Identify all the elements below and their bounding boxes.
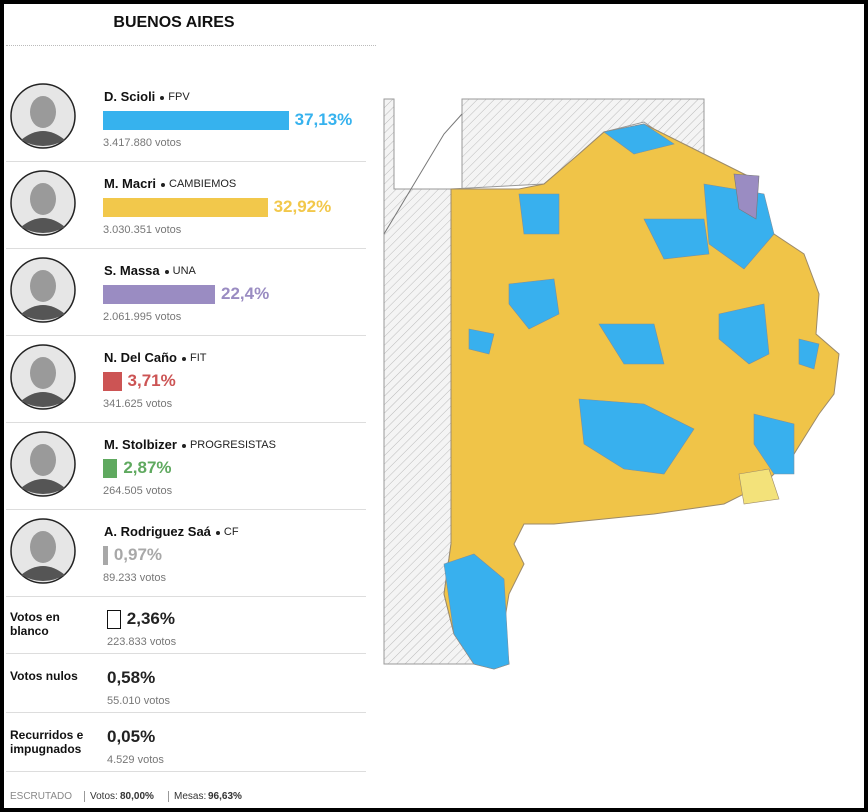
bar bbox=[103, 285, 215, 304]
party: PROGRESISTAS bbox=[189, 439, 276, 451]
party: CAMBIEMOS bbox=[169, 178, 237, 190]
separator-dot bbox=[215, 531, 220, 535]
row-divider bbox=[6, 161, 366, 162]
row-label: Votos en blanco bbox=[10, 610, 60, 638]
percent: 32,92% bbox=[273, 197, 332, 216]
candidate-name: S. Massa bbox=[104, 263, 160, 278]
avatar bbox=[10, 344, 76, 410]
row-divider bbox=[6, 712, 366, 713]
votes: 4.529 votos bbox=[107, 754, 164, 766]
row-divider bbox=[6, 248, 366, 249]
districts-scioli bbox=[443, 123, 820, 670]
candidate-name: M. Macri bbox=[104, 176, 157, 191]
votes: 264.505 votos bbox=[103, 485, 173, 497]
percent: 22,4% bbox=[221, 284, 270, 303]
bar bbox=[103, 459, 118, 478]
separator-dot bbox=[181, 444, 186, 448]
percent: 0,97% bbox=[113, 545, 163, 564]
party: FPV bbox=[168, 91, 190, 103]
row-label: Recurridos e impugnados bbox=[10, 728, 84, 756]
bar bbox=[103, 546, 108, 565]
row-divider bbox=[6, 653, 366, 654]
candidate-name: D. Scioli bbox=[104, 89, 156, 104]
bar bbox=[103, 111, 289, 130]
border bbox=[383, 113, 463, 235]
row-divider bbox=[6, 509, 366, 510]
votes: 3.417.880 votos bbox=[103, 137, 182, 149]
percent: 0,58% bbox=[107, 668, 156, 687]
tables-value: 96,63% bbox=[208, 791, 242, 802]
bar bbox=[107, 610, 121, 629]
votes-label: Votos: bbox=[84, 791, 118, 802]
title: BUENOS AIRES bbox=[113, 14, 235, 31]
percent: 37,13% bbox=[294, 110, 353, 129]
votes: 3.030.351 votos bbox=[103, 224, 182, 236]
avatar bbox=[10, 431, 76, 497]
separator-dot bbox=[161, 183, 166, 187]
bar bbox=[103, 372, 122, 391]
tables-label: Mesas: bbox=[168, 791, 206, 802]
separator-dot bbox=[181, 357, 186, 361]
districts-massa bbox=[733, 173, 760, 220]
percent: 2,36% bbox=[126, 609, 175, 628]
avatar bbox=[10, 518, 76, 584]
votes: 89.233 votos bbox=[103, 572, 166, 584]
party: UNA bbox=[172, 265, 196, 277]
percent: 0,05% bbox=[107, 727, 156, 746]
candidate-name: M. Stolbizer bbox=[104, 437, 177, 452]
votes: 341.625 votos bbox=[103, 398, 173, 410]
votes-value: 80,00% bbox=[120, 791, 154, 802]
bar bbox=[103, 198, 268, 217]
party: CF bbox=[223, 526, 239, 538]
avatar bbox=[10, 170, 76, 236]
row-divider bbox=[6, 771, 366, 772]
row-divider bbox=[6, 422, 366, 423]
district-other bbox=[738, 468, 780, 505]
candidate-name: A. Rodriguez Saá bbox=[104, 524, 211, 539]
separator-dot bbox=[164, 270, 169, 274]
percent: 2,87% bbox=[123, 458, 172, 477]
separator-dot bbox=[160, 96, 165, 100]
divider bbox=[6, 45, 376, 46]
avatar bbox=[10, 83, 76, 149]
votes: 2.061.995 votos bbox=[103, 311, 182, 323]
candidate-name: N. Del Caño bbox=[104, 350, 177, 365]
row-divider bbox=[6, 596, 366, 597]
votes: 223.833 votos bbox=[107, 636, 177, 648]
scrutinized-label: ESCRUTADO bbox=[10, 791, 73, 802]
row-label: Votos nulos bbox=[10, 669, 78, 683]
party: FIT bbox=[189, 352, 207, 364]
percent: 3,71% bbox=[127, 371, 176, 390]
votes: 55.010 votos bbox=[107, 695, 170, 707]
avatar bbox=[10, 257, 76, 323]
map bbox=[383, 98, 840, 670]
row-divider bbox=[6, 335, 366, 336]
